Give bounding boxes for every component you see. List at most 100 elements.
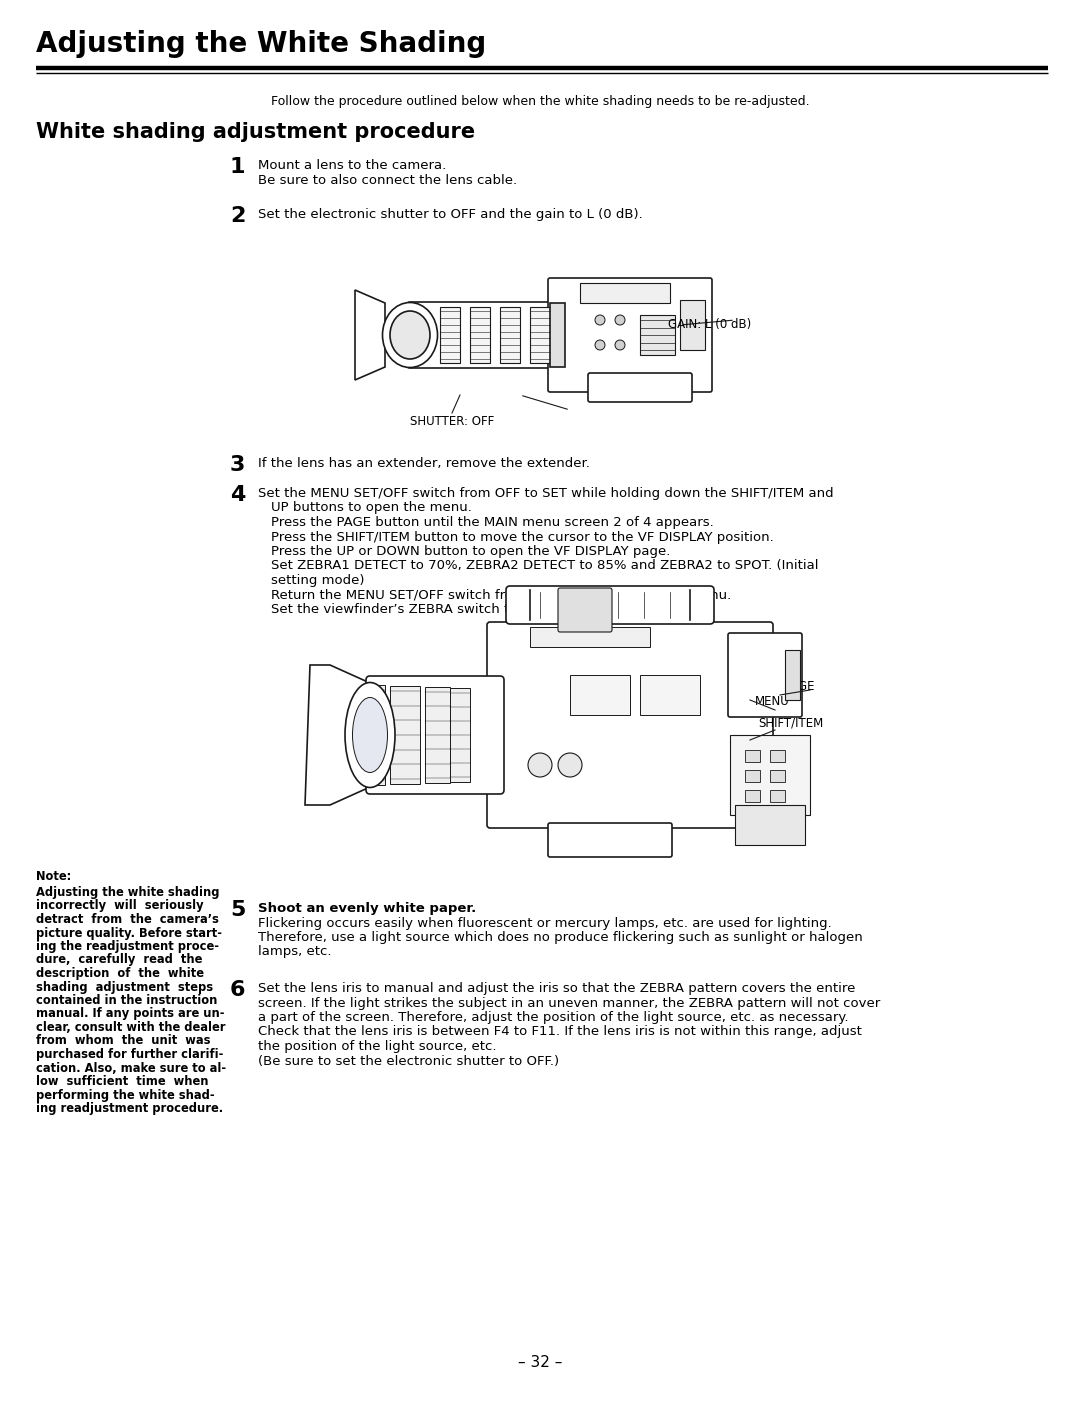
- Text: (Be sure to set the electronic shutter to OFF.): (Be sure to set the electronic shutter t…: [258, 1055, 559, 1068]
- Text: Press the UP or DOWN button to open the VF DISPLAY page.: Press the UP or DOWN button to open the …: [271, 545, 671, 558]
- Circle shape: [615, 340, 625, 350]
- Text: Check that the lens iris is between F4 to F11. If the lens iris is not within th: Check that the lens iris is between F4 t…: [258, 1026, 862, 1038]
- Bar: [745, 771, 760, 782]
- Text: the position of the light source, etc.: the position of the light source, etc.: [258, 1040, 497, 1054]
- Polygon shape: [305, 665, 370, 806]
- Text: 3: 3: [230, 455, 245, 475]
- Bar: [735, 806, 805, 845]
- Bar: [530, 628, 650, 647]
- Text: ing readjustment procedure.: ing readjustment procedure.: [36, 1103, 224, 1115]
- Text: 6: 6: [230, 981, 245, 1000]
- Text: detract  from  the  camera’s: detract from the camera’s: [36, 913, 219, 926]
- Text: MENU: MENU: [755, 695, 789, 708]
- Text: Return the MENU SET/OFF switch from SET to OFF to close the menu.: Return the MENU SET/OFF switch from SET …: [271, 588, 731, 601]
- Bar: [390, 686, 420, 785]
- Bar: [785, 650, 800, 700]
- Text: 5: 5: [230, 899, 245, 920]
- Text: dure,  carefully  read  the: dure, carefully read the: [36, 954, 202, 967]
- Text: Set the MENU SET/OFF switch from OFF to SET while holding down the SHIFT/ITEM an: Set the MENU SET/OFF switch from OFF to …: [258, 488, 834, 500]
- Text: White shading adjustment procedure: White shading adjustment procedure: [36, 122, 475, 142]
- Text: 2: 2: [230, 206, 245, 226]
- Text: shading  adjustment  steps: shading adjustment steps: [36, 981, 213, 993]
- Bar: [770, 790, 785, 801]
- Bar: [450, 688, 470, 782]
- Text: UP buttons to open the menu.: UP buttons to open the menu.: [271, 502, 472, 514]
- Bar: [500, 307, 519, 363]
- Circle shape: [528, 752, 552, 778]
- Text: picture quality. Before start-: picture quality. Before start-: [36, 926, 222, 940]
- FancyBboxPatch shape: [487, 622, 773, 828]
- Bar: [426, 686, 450, 783]
- Bar: [640, 315, 675, 354]
- Bar: [680, 300, 705, 350]
- Text: low  sufficient  time  when: low sufficient time when: [36, 1075, 208, 1089]
- Bar: [745, 790, 760, 801]
- Text: SHUTTER: OFF: SHUTTER: OFF: [410, 415, 495, 427]
- Text: screen. If the light strikes the subject in an uneven manner, the ZEBRA pattern : screen. If the light strikes the subject…: [258, 996, 880, 1010]
- Text: SHIFT/ITEM: SHIFT/ITEM: [758, 717, 823, 730]
- Text: Shoot an evenly white paper.: Shoot an evenly white paper.: [258, 902, 476, 915]
- Bar: [550, 303, 565, 367]
- Text: description  of  the  white: description of the white: [36, 967, 204, 981]
- Text: manual. If any points are un-: manual. If any points are un-: [36, 1007, 225, 1020]
- Bar: [570, 675, 630, 715]
- Bar: [470, 307, 490, 363]
- Text: If the lens has an extender, remove the extender.: If the lens has an extender, remove the …: [258, 457, 590, 469]
- Text: Note:: Note:: [36, 870, 71, 883]
- Text: incorrectly  will  seriously: incorrectly will seriously: [36, 899, 204, 912]
- Polygon shape: [355, 290, 384, 380]
- Text: Adjusting the white shading: Adjusting the white shading: [36, 885, 219, 899]
- FancyBboxPatch shape: [548, 277, 712, 392]
- Text: Press the SHIFT/ITEM button to move the cursor to the VF DISPLAY position.: Press the SHIFT/ITEM button to move the …: [271, 531, 773, 544]
- Ellipse shape: [345, 682, 395, 787]
- FancyBboxPatch shape: [588, 373, 692, 402]
- FancyBboxPatch shape: [728, 633, 802, 717]
- Text: from  whom  the  unit  was: from whom the unit was: [36, 1034, 211, 1048]
- Text: GAIN: L (0 dB): GAIN: L (0 dB): [669, 318, 752, 331]
- Text: purchased for further clarifi-: purchased for further clarifi-: [36, 1048, 224, 1061]
- Circle shape: [615, 315, 625, 325]
- Text: Therefore, use a light source which does no produce flickering such as sunlight : Therefore, use a light source which does…: [258, 932, 863, 944]
- Bar: [770, 771, 785, 782]
- Text: PAGE: PAGE: [785, 679, 815, 693]
- Text: a part of the screen. Therefore, adjust the position of the light source, etc. a: a part of the screen. Therefore, adjust …: [258, 1012, 849, 1024]
- Text: 4: 4: [230, 485, 245, 504]
- Text: ing the readjustment proce-: ing the readjustment proce-: [36, 940, 219, 953]
- Bar: [770, 750, 785, 762]
- Text: Set the electronic shutter to OFF and the gain to L (0 dB).: Set the electronic shutter to OFF and th…: [258, 207, 643, 221]
- Text: performing the white shad-: performing the white shad-: [36, 1089, 215, 1101]
- Ellipse shape: [352, 698, 388, 772]
- Text: contained in the instruction: contained in the instruction: [36, 993, 217, 1007]
- FancyBboxPatch shape: [507, 586, 714, 623]
- FancyBboxPatch shape: [407, 303, 553, 368]
- Bar: [440, 307, 460, 363]
- Circle shape: [595, 315, 605, 325]
- Text: Set the viewfinder’s ZEBRA switch to ON.: Set the viewfinder’s ZEBRA switch to ON.: [271, 602, 546, 616]
- Circle shape: [595, 340, 605, 350]
- Bar: [730, 736, 810, 815]
- Text: – 32 –: – 32 –: [517, 1355, 563, 1370]
- Ellipse shape: [390, 311, 430, 359]
- Bar: [530, 307, 550, 363]
- Bar: [640, 675, 700, 715]
- Text: Flickering occurs easily when fluorescent or mercury lamps, etc. are used for li: Flickering occurs easily when fluorescen…: [258, 916, 832, 929]
- Text: Set the lens iris to manual and adjust the iris so that the ZEBRA pattern covers: Set the lens iris to manual and adjust t…: [258, 982, 855, 995]
- Text: Be sure to also connect the lens cable.: Be sure to also connect the lens cable.: [258, 174, 517, 186]
- Circle shape: [558, 752, 582, 778]
- Text: cation. Also, make sure to al-: cation. Also, make sure to al-: [36, 1062, 226, 1075]
- Text: 1: 1: [230, 157, 245, 177]
- Bar: [370, 685, 384, 785]
- Bar: [580, 283, 670, 303]
- Text: Mount a lens to the camera.: Mount a lens to the camera.: [258, 158, 446, 172]
- FancyBboxPatch shape: [548, 822, 672, 857]
- Bar: [745, 750, 760, 762]
- Text: lamps, etc.: lamps, etc.: [258, 946, 332, 958]
- FancyBboxPatch shape: [558, 588, 612, 632]
- Text: Follow the procedure outlined below when the white shading needs to be re-adjust: Follow the procedure outlined below when…: [271, 95, 809, 108]
- Text: Adjusting the White Shading: Adjusting the White Shading: [36, 29, 486, 57]
- Ellipse shape: [382, 303, 437, 367]
- Text: Set ZEBRA1 DETECT to 70%, ZEBRA2 DETECT to 85% and ZEBRA2 to SPOT. (Initial: Set ZEBRA1 DETECT to 70%, ZEBRA2 DETECT …: [271, 559, 819, 573]
- Text: clear, consult with the dealer: clear, consult with the dealer: [36, 1021, 226, 1034]
- Text: setting mode): setting mode): [271, 574, 365, 587]
- Text: Press the PAGE button until the MAIN menu screen 2 of 4 appears.: Press the PAGE button until the MAIN men…: [271, 516, 714, 530]
